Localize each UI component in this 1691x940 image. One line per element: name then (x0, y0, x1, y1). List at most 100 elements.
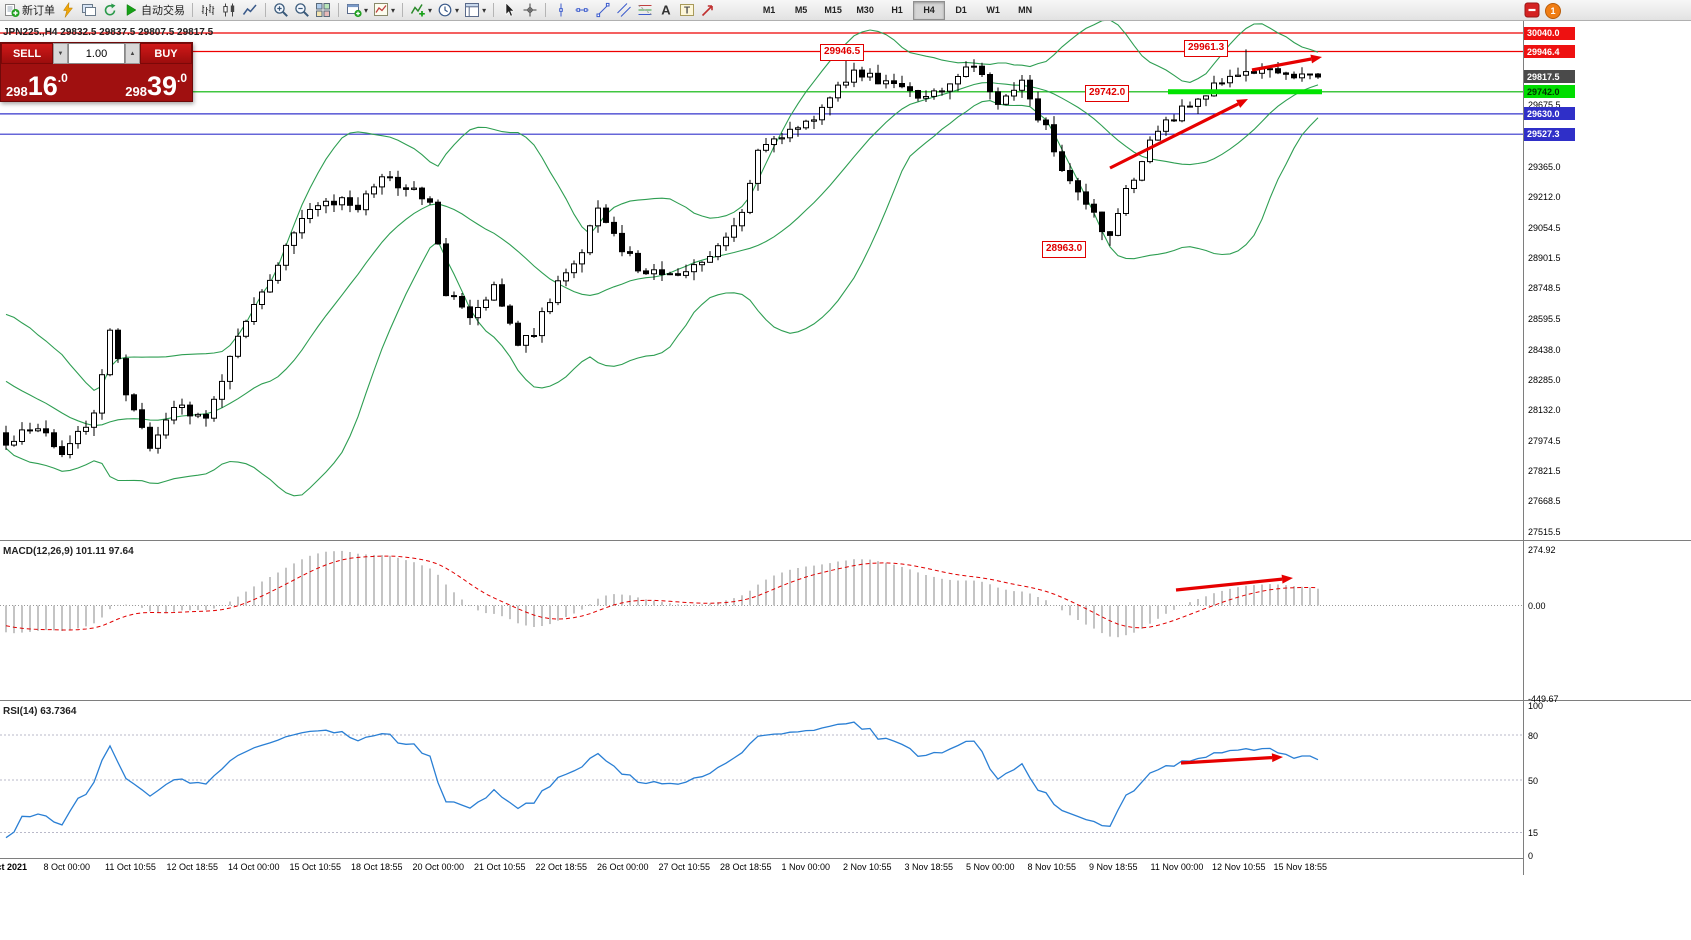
buy-button[interactable]: BUY (140, 43, 192, 64)
price-digits: 39 (146, 71, 177, 101)
play-icon (123, 2, 139, 18)
cursor-button[interactable] (499, 1, 519, 20)
line-chart-button[interactable] (240, 1, 260, 20)
timeframe-mn-button[interactable]: MN (1018, 5, 1033, 15)
price-axis-label: 28748.5 (1528, 283, 1561, 294)
price-digits: 298 (6, 84, 28, 99)
price-axis-separator (1523, 20, 1524, 875)
toolbar-separator (338, 3, 339, 17)
timeframe-w1-button[interactable]: W1 (986, 5, 1000, 15)
price-axis-label: 28595.5 (1528, 313, 1561, 324)
profiles-button[interactable] (79, 1, 99, 20)
shapes-icon (700, 2, 716, 18)
stop-icon[interactable] (1524, 2, 1540, 18)
rsi-label: RSI(14) 63.7364 (3, 706, 77, 717)
candle-chart-icon (221, 2, 237, 18)
zoom-in-button[interactable] (271, 1, 291, 20)
auto-trading-button-label: 自动交易 (141, 5, 185, 17)
timeframe-m15-button[interactable]: M15 (824, 5, 842, 15)
price-axis-label: 28901.5 (1528, 253, 1561, 264)
sell-button[interactable]: SELL (1, 43, 53, 64)
price-axis-label: 29365.0 (1528, 161, 1561, 172)
template-icon (464, 2, 480, 18)
rsi-panel: RSI(14) 63.7364 100 80 50 15 0 (0, 700, 1691, 861)
channel-button[interactable] (614, 1, 634, 20)
new-chart-button[interactable]: ▾ (344, 1, 370, 20)
templates-button[interactable]: ▾ (462, 1, 488, 20)
price-digits: .0 (57, 71, 68, 85)
timeframe-h1-button[interactable]: H1 (891, 5, 903, 15)
time-axis-label: 8 Nov 10:55 (1027, 862, 1077, 872)
timeframe-m1-button[interactable]: M1 (762, 5, 776, 15)
one-click-trade-panel: SELL ▼ 1.00 ▲ BUY 298 16.0 298 39.0 (0, 42, 193, 102)
dropdown-caret-icon: ▾ (428, 5, 433, 15)
zoom-out-button[interactable] (292, 1, 312, 20)
price-axis-label: 29675.5 (1528, 100, 1561, 111)
text-button[interactable]: A (656, 1, 676, 20)
price-annotation[interactable]: 28963.0 (1042, 241, 1087, 258)
macd-canvas[interactable] (0, 541, 1523, 700)
quick-trade-button[interactable] (58, 1, 78, 20)
toolbar-separator (192, 3, 193, 17)
candle-chart-button[interactable] (219, 1, 239, 20)
time-axis-label: 3 Nov 18:55 (904, 862, 954, 872)
price-annotation[interactable]: 29961.3 (1184, 40, 1229, 57)
time-axis-label: 14 Oct 00:00 (228, 862, 280, 872)
price-annotation[interactable]: 29742.0 (1085, 85, 1130, 102)
auto-trading-button[interactable]: 自动交易 (121, 1, 187, 20)
refresh-icon (102, 2, 118, 18)
time-axis[interactable]: 8 Oct 2021 8 Oct 00:00 11 Oct 10:55 12 Oct … (0, 858, 1523, 876)
price-badge: 29630.0 (1524, 107, 1575, 121)
text-t-icon: T (679, 2, 695, 18)
new-order-button[interactable]: 新订单 (2, 1, 57, 20)
timeframe-h4-button[interactable]: H4 (913, 0, 946, 20)
time-axis-label: 15 Nov 18:55 (1273, 862, 1328, 872)
time-axis-label: 27 Oct 10:55 (658, 862, 711, 872)
vertical-line-button[interactable] (551, 1, 571, 20)
price-badge: 29527.3 (1524, 127, 1575, 141)
volume-up-icon[interactable]: ▲ (125, 43, 140, 64)
channel-icon (616, 2, 632, 18)
rsi-axis-label: 0 (1528, 850, 1534, 861)
indicators-button[interactable]: ▾ (408, 1, 434, 20)
time-axis-label: 28 Oct 18:55 (720, 862, 772, 872)
horizontal-line-button[interactable] (572, 1, 592, 20)
timeframe-d1-button[interactable]: D1 (955, 5, 967, 15)
toolbar-separator (545, 3, 547, 17)
clock-icon (437, 2, 453, 18)
tile-windows-button[interactable] (313, 1, 333, 20)
macd-axis-label: 274.92 (1528, 544, 1556, 555)
price-digits: 298 (125, 84, 147, 99)
time-axis-label: 15 Oct 10:55 (289, 862, 342, 872)
vline-icon (553, 2, 569, 18)
periods-button[interactable]: ▾ (435, 1, 461, 20)
label-button[interactable]: T (677, 1, 697, 20)
crosshair-button[interactable] (520, 1, 540, 20)
price-axis-label: 27668.5 (1528, 496, 1561, 507)
time-axis-label: 21 Oct 10:55 (474, 862, 526, 872)
trendline-button[interactable] (593, 1, 613, 20)
chart-profiles-button[interactable]: ▾ (371, 1, 397, 20)
dropdown-caret-icon: ▾ (455, 5, 460, 15)
rsi-canvas[interactable] (0, 701, 1523, 858)
price-badge: 29742.0 (1524, 85, 1575, 99)
bar-chart-button[interactable] (198, 1, 218, 20)
timeframe-m30-button[interactable]: M30 (856, 5, 874, 15)
shapes-button[interactable] (698, 1, 718, 20)
price-chart-canvas[interactable] (0, 20, 1523, 540)
chart-title: JPN225.,H4 29832.5 29837.5 29807.5 29817… (3, 27, 214, 38)
price-annotation[interactable]: 29946.5 (820, 44, 865, 61)
time-axis-label: 5 Nov 00:00 (966, 862, 1015, 872)
timeframe-m5-button[interactable]: M5 (794, 5, 808, 15)
time-axis-label: 8 Oct 00:00 (43, 862, 91, 872)
doc-plus-icon (4, 2, 20, 18)
volume-down-icon[interactable]: ▼ (53, 43, 68, 64)
time-axis-label: 26 Oct 00:00 (597, 862, 649, 872)
toolbar: 新订单 自动交易 ▾ ▾ ▾ ▾ ▾ A T M1 M5 M15 M30 H1 H4 D1 W1 MN (0, 0, 1691, 21)
fibonacci-button[interactable] (635, 1, 655, 20)
volume-input[interactable]: 1.00 (68, 43, 125, 64)
refresh-button[interactable] (100, 1, 120, 20)
chart-doc-icon (373, 2, 389, 18)
price-badge: 29817.5 (1524, 70, 1575, 84)
notification-badge[interactable]: 1 (1545, 3, 1561, 19)
